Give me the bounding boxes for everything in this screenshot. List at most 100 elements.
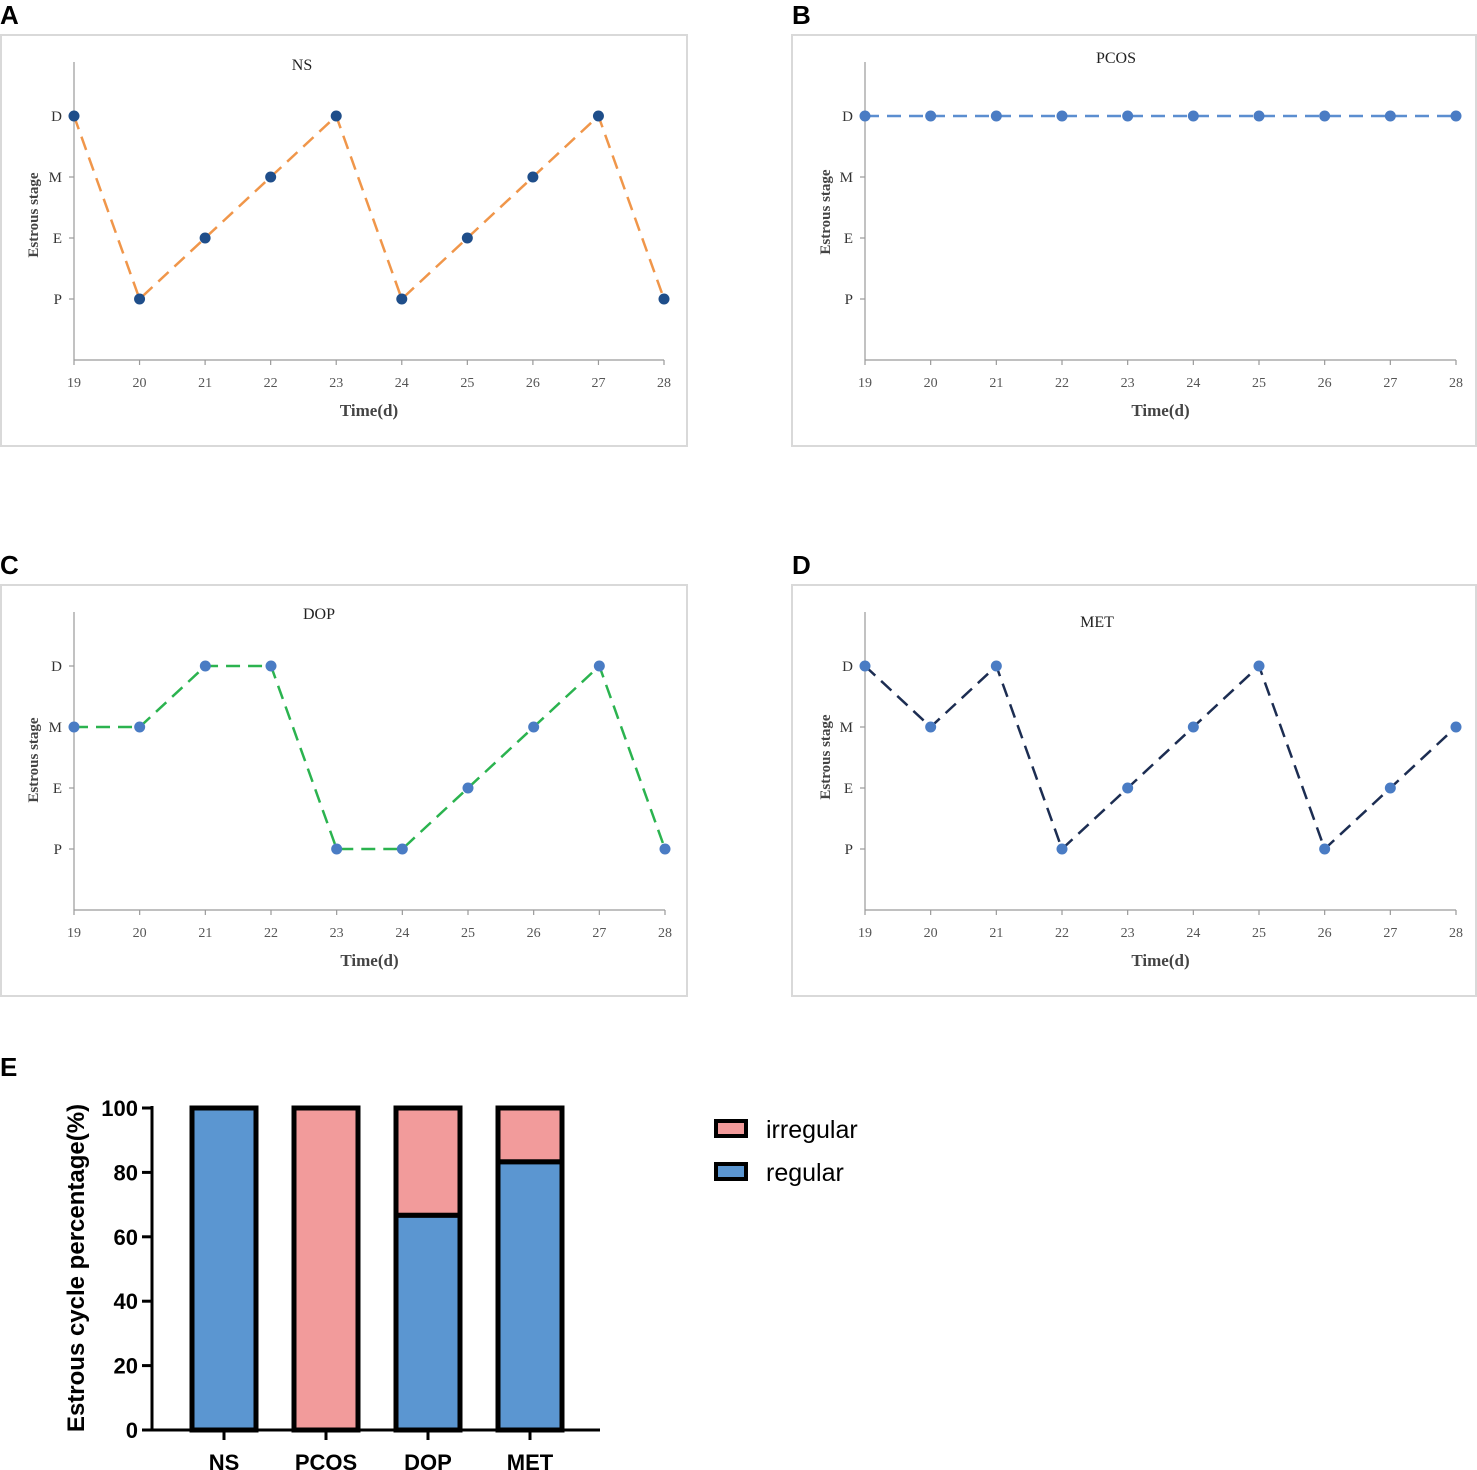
panel-a-data-point <box>134 293 146 305</box>
panel-a-x-tick-label: 20 <box>133 376 147 391</box>
panel-c-data-point <box>331 843 343 855</box>
panel-c-x-label: Time(d) <box>340 951 398 970</box>
panel-c-data-point <box>593 660 605 672</box>
legend-label-irregular: irregular <box>766 1116 858 1144</box>
panel-d-x-tick-label: 28 <box>1449 926 1463 941</box>
panel-letter-b: B <box>792 0 811 30</box>
panel-c-data-point <box>462 782 474 794</box>
panel-a-y-label: Estrous stage <box>26 172 42 257</box>
panel-a-data-point <box>330 110 342 122</box>
panel-a-chart: NS P E M D 19 20 21 22 23 24 25 26 27 28 Time(d) Estrous… <box>26 57 671 420</box>
panel-b-y-tick-label: D <box>842 109 853 125</box>
panel-d-data-point <box>1056 843 1068 855</box>
panel-a-data-point <box>461 232 473 244</box>
panel-e-y-label: Estrous cycle percentage(%) <box>63 1104 90 1432</box>
panel-a-data-point <box>265 171 277 183</box>
panel-b-x-label: Time(d) <box>1131 401 1189 420</box>
panel-e-x-tick-label: MET <box>507 1450 554 1470</box>
panel-b-x-tick-label: 25 <box>1252 376 1266 391</box>
panel-d-y-tick-label: E <box>844 781 853 797</box>
panel-d-x-tick-label: 19 <box>858 926 872 941</box>
panel-c-y-tick-label: M <box>49 720 62 736</box>
panel-e-y-tick-label: 60 <box>114 1225 138 1250</box>
panel-d-data-point <box>1384 782 1396 794</box>
panel-a-data-point <box>527 171 539 183</box>
panel-e-bar-regular-ns <box>189 1105 259 1433</box>
panel-a-y-tick-label: D <box>51 109 62 125</box>
panel-d-data-point <box>859 660 871 672</box>
panel-d-data-point <box>1253 660 1265 672</box>
panel-a-x-tick-label: 26 <box>526 376 540 391</box>
panel-c-data-point <box>134 721 146 733</box>
legend-label-regular: regular <box>766 1159 844 1187</box>
panel-c-frame <box>0 584 688 997</box>
panel-d-x-tick-label: 24 <box>1186 926 1200 941</box>
panel-c-y-tick-label: D <box>51 659 62 675</box>
panel-d-data-point <box>1122 782 1134 794</box>
panel-a-x-label: Time(d) <box>340 401 398 420</box>
panel-a-x-tick-label: 28 <box>657 376 671 391</box>
panel-c-y-label: Estrous stage <box>26 717 42 802</box>
panel-c-x-tick-label: 21 <box>198 926 212 941</box>
panel-e-y-tick-label: 0 <box>126 1418 138 1443</box>
panel-b-frame <box>791 34 1477 447</box>
panel-a-title: NS <box>292 57 312 74</box>
panel-c-x-tick-label: 23 <box>330 926 344 941</box>
panel-c-y-tick-label: E <box>53 781 62 797</box>
panel-d-x-tick-label: 20 <box>924 926 938 941</box>
panel-d-chart: MET P E M D 19 20 21 22 23 24 25 26 27 28 Time(d) Estrou… <box>818 612 1463 970</box>
panel-b-chart: PCOS P E M D 19 20 21 22 23 24 25 26 27 28 Time(d) Estro… <box>818 50 1463 420</box>
panel-d-x-tick-label: 25 <box>1252 926 1266 941</box>
panel-d-frame <box>791 584 1477 997</box>
panel-b-y-tick-label: P <box>845 292 853 308</box>
panel-d-y-tick-label: M <box>840 720 853 736</box>
panel-a-data-point <box>199 232 211 244</box>
panel-a-series-line <box>72 114 666 301</box>
panel-c-x-tick-label: 28 <box>658 926 672 941</box>
panel-c-data-point <box>396 843 408 855</box>
panel-c-x-tick-label: 20 <box>133 926 147 941</box>
panel-c-x-tick-label: 19 <box>67 926 81 941</box>
panel-e-y-tick-label: 100 <box>101 1096 138 1121</box>
panel-d-y-tick-label: P <box>845 842 853 858</box>
panel-d-x-tick-label: 22 <box>1055 926 1069 941</box>
panel-d-x-label: Time(d) <box>1131 951 1189 970</box>
panel-b-x-tick-label: 23 <box>1121 376 1135 391</box>
panel-b-x-tick-label: 20 <box>924 376 938 391</box>
panel-letter-c: C <box>0 550 19 580</box>
panel-e-x-tick-label: DOP <box>404 1450 452 1470</box>
panel-a-x-tick-label: 22 <box>264 376 278 391</box>
panel-a-data-point <box>396 293 408 305</box>
panel-d-x-tick-label: 21 <box>989 926 1003 941</box>
panel-b-data-point <box>1187 110 1199 122</box>
panel-e-bar-irregular-dop <box>393 1105 463 1218</box>
panel-c-chart: DOP P E M D 19 20 21 22 23 24 25 26 27 28 Time(d) Estrou… <box>26 606 672 970</box>
panel-d-series-line <box>864 664 1457 851</box>
panel-b-x-tick-label: 26 <box>1318 376 1332 391</box>
panel-b-data-point <box>1056 110 1068 122</box>
panel-c-title: DOP <box>303 606 335 623</box>
panel-a-data-point <box>592 110 604 122</box>
panel-a-data-point <box>68 110 80 122</box>
panel-c-data-point <box>528 721 540 733</box>
panel-b-y-label: Estrous stage <box>818 169 834 254</box>
panel-c-x-tick-label: 22 <box>264 926 278 941</box>
panel-c-x-tick-label: 27 <box>592 926 606 941</box>
panel-d-data-point <box>1187 721 1199 733</box>
panel-b-x-tick-label: 21 <box>989 376 1003 391</box>
panel-b-data-point <box>859 110 871 122</box>
panel-a-x-tick-label: 25 <box>460 376 474 391</box>
panel-b-data-point <box>1319 110 1331 122</box>
panel-b-data-point <box>1253 110 1265 122</box>
panel-a-x-tick-label: 27 <box>591 376 605 391</box>
panel-e-x-tick-label: PCOS <box>295 1450 357 1470</box>
panel-a-x-tick-label: 24 <box>395 376 409 391</box>
panel-letter-d: D <box>792 550 811 580</box>
panel-letter-e: E <box>0 1052 18 1082</box>
panel-d-data-point <box>1450 721 1462 733</box>
panel-c-y-tick-label: P <box>54 842 62 858</box>
legend-swatch-irregular <box>714 1119 748 1138</box>
panel-a-x-tick-label: 19 <box>67 376 81 391</box>
panel-b-data-point <box>1122 110 1134 122</box>
